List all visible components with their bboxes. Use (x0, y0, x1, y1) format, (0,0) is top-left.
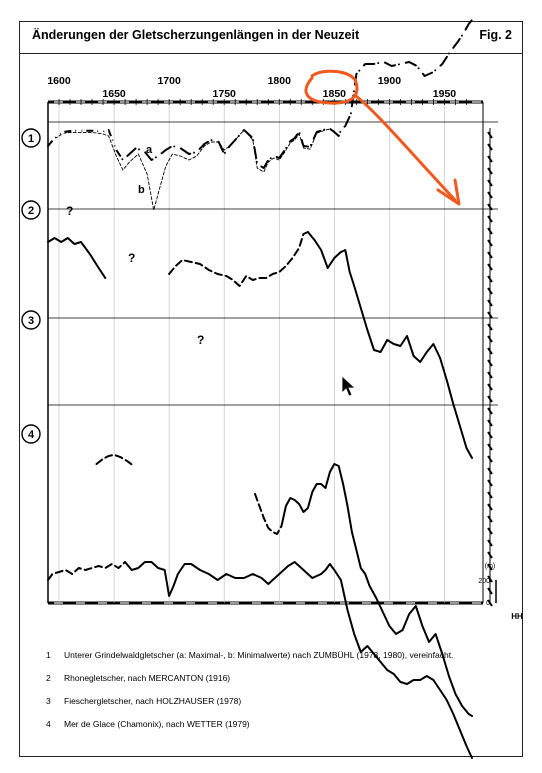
series-a-dash-mask (47, 128, 118, 151)
panel-label-circle (21, 128, 41, 148)
right-scale-stripe (487, 131, 493, 139)
footnote-text: Rhonegletscher, nach MERCANTON (1916) (64, 673, 231, 683)
footnote-1: 1 Unterer Grindelwaldgletscher (a: Maxima… (46, 650, 453, 660)
right-scale-stripe (487, 191, 493, 199)
right-scale-stripe (487, 587, 493, 595)
panel-label: 4 (28, 429, 35, 441)
footnote-number: 2 (46, 673, 51, 683)
height-scale-label: HH (511, 612, 523, 621)
right-scale-stripe (487, 467, 493, 475)
right-scale-stripe (487, 371, 493, 379)
uncertainty-mark: ? (66, 204, 73, 218)
right-scale-stripe (487, 287, 493, 295)
arrow-head-annotation (436, 178, 461, 206)
footnote-text: Unterer Grindelwaldgletscher (a: Maximal… (64, 650, 454, 660)
right-scale-stripe (487, 323, 493, 331)
right-scale-stripe (487, 539, 493, 547)
right-scale-stripe (487, 347, 493, 355)
right-scale-stripe (487, 575, 493, 583)
x-tick-label: 1800 (268, 75, 292, 87)
figure-title: Änderungen der Gletscherzungenlängen in … (32, 28, 360, 42)
panel-label-circle (21, 310, 41, 330)
height-scale-unit: (m) (485, 563, 496, 570)
right-scale-stripe (487, 251, 493, 259)
right-scale-stripe (487, 299, 493, 307)
x-tick-label: 1900 (378, 75, 402, 87)
right-scale-stripe (487, 239, 493, 247)
series-line-2 (168, 231, 309, 287)
panel-label: 1 (28, 133, 34, 145)
footnote-text: Mer de Glace (Chamonix), nach WETTER (19… (64, 719, 250, 729)
footnote-2: 2 Rhonegletscher, nach MERCANTON (1916) (46, 673, 230, 683)
curve-label-a: a (146, 144, 153, 156)
right-scale-stripe (487, 443, 493, 451)
right-scale-stripe (487, 563, 493, 571)
header-divider (19, 53, 523, 54)
right-scale-stripe (487, 419, 493, 427)
right-scale-stripe (487, 179, 493, 187)
series-line-3 (254, 493, 283, 535)
right-scale-stripe (487, 275, 493, 283)
right-scale-stripe (487, 479, 493, 487)
panel-label-circle (21, 424, 41, 444)
series-line-4 (339, 579, 473, 759)
series-line-4 (47, 561, 127, 581)
arrow-annotation (354, 94, 457, 202)
panel-label-circle (21, 200, 41, 220)
right-scale-stripe (487, 359, 493, 367)
right-scale-stripe (487, 527, 493, 535)
series-line-a (47, 19, 473, 169)
right-scale-stripe (487, 311, 493, 319)
footnote-number: 3 (46, 696, 51, 706)
right-scale-stripe (487, 431, 493, 439)
right-scale-stripe (487, 263, 493, 271)
series-line-3 (95, 453, 135, 467)
x-tick-label: 1650 (102, 88, 126, 100)
series-line-b (47, 128, 335, 211)
right-scale-stripe (487, 167, 493, 175)
right-scale-stripe (487, 227, 493, 235)
footnote-number: 4 (46, 719, 51, 729)
uncertainty-mark: ? (128, 251, 135, 265)
right-scale-stripe (487, 515, 493, 523)
figure-number: Fig. 2 (479, 28, 512, 42)
panel-label: 3 (28, 315, 34, 327)
right-scale-stripe (487, 407, 493, 415)
series-line-3 (280, 463, 473, 717)
series-line-4 (124, 561, 342, 597)
right-scale-stripe (487, 383, 493, 391)
right-scale-stripe (487, 143, 493, 151)
highlight-circle-annotation (304, 69, 359, 105)
x-tick-label: 1850 (323, 88, 347, 100)
x-tick-label: 1700 (157, 75, 181, 87)
footnote-text: Fieschergletscher, nach HOLZHAUSER (1978… (64, 696, 242, 706)
right-scale-stripe (487, 215, 493, 223)
footnote-3: 3 Fieschergletscher, nach HOLZHAUSER (197… (46, 696, 241, 706)
footnote-4: 4 Mer de Glace (Chamonix), nach WETTER (1… (46, 719, 250, 729)
series-line-2 (47, 237, 107, 279)
height-scale-tick: 0 (486, 600, 490, 607)
panel-label: 2 (28, 205, 34, 217)
curve-label-b: b (138, 184, 145, 196)
x-tick-label: 1950 (433, 88, 457, 100)
x-tick-label: 1600 (47, 75, 71, 87)
right-scale-stripe (487, 203, 493, 211)
right-scale-stripe (487, 599, 493, 607)
right-scale-stripe (487, 395, 493, 403)
series-line-2 (306, 231, 473, 459)
footnote-number: 1 (46, 650, 51, 660)
height-scale-tick: 200 (478, 578, 490, 585)
right-scale-stripe (487, 155, 493, 163)
x-tick-label: 1750 (213, 88, 237, 100)
figure-frame (19, 21, 523, 757)
right-scale-stripe (487, 335, 493, 343)
right-scale-stripe (487, 491, 493, 499)
mouse-pointer-icon (341, 375, 357, 397)
right-scale-stripe (487, 503, 493, 511)
uncertainty-mark: ? (197, 333, 204, 347)
right-scale-stripe (487, 455, 493, 463)
right-scale-stripe (487, 551, 493, 559)
